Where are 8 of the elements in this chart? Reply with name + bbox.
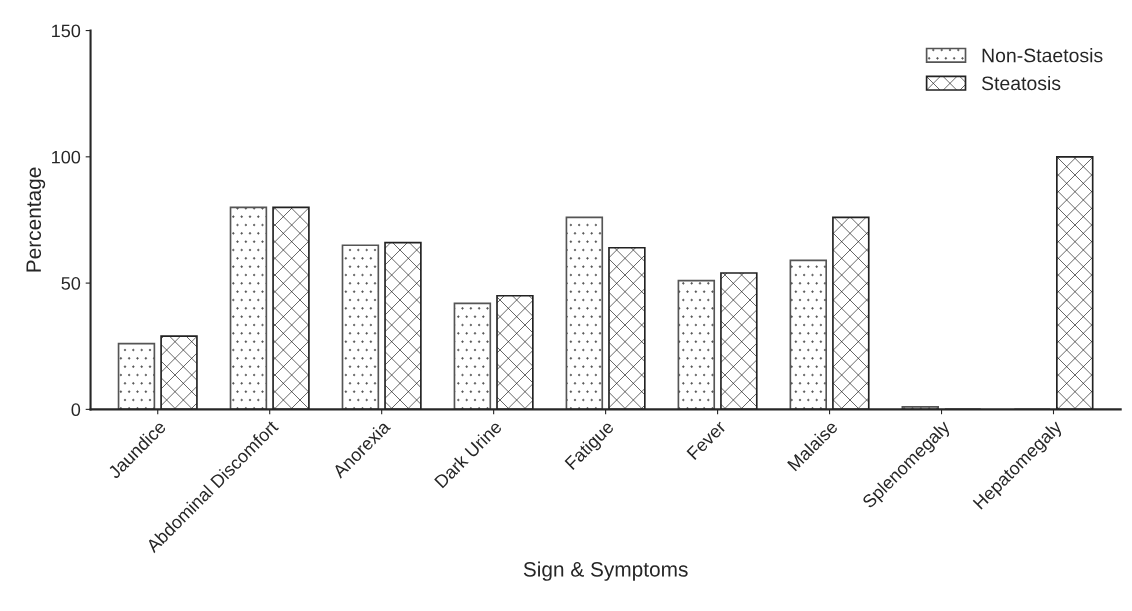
y-tick-label: 100 bbox=[52, 150, 81, 164]
y-axis-title: Percentage bbox=[26, 167, 46, 272]
y-tick-label: 0 bbox=[71, 403, 81, 417]
y-tick-label: 50 bbox=[61, 277, 81, 290]
legend-label: Non-Staetosis bbox=[982, 48, 1103, 63]
y-tick-label: 150 bbox=[52, 24, 81, 38]
x-axis-title: Sign & Symptoms bbox=[523, 561, 688, 581]
legend-label: Steatosis bbox=[981, 75, 1061, 91]
